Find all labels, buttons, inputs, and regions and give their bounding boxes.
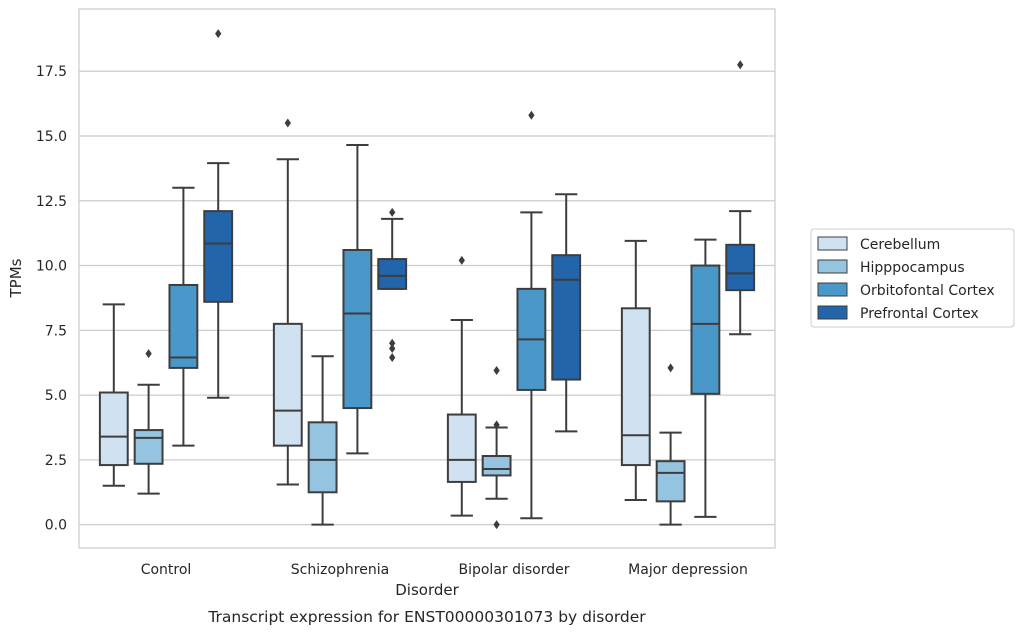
y-tick-label: 12.5 bbox=[36, 194, 67, 210]
outlier-point bbox=[493, 365, 500, 375]
chart-caption: Transcript expression for ENST0000030107… bbox=[207, 608, 646, 626]
outlier-point bbox=[284, 118, 291, 128]
plot-frame bbox=[78, 8, 776, 549]
box-prefrontal-cortex bbox=[203, 29, 234, 399]
iqr-box bbox=[551, 254, 582, 381]
box-hipppocampus bbox=[307, 355, 338, 526]
y-tick-label: 7.5 bbox=[45, 323, 67, 339]
legend: Cerebellum Hipppocampus Orbitofontal Corte… bbox=[810, 228, 1015, 328]
iqr-box bbox=[307, 421, 338, 494]
legend-frame bbox=[810, 228, 1015, 328]
iqr-box bbox=[377, 258, 408, 290]
legend-swatch bbox=[817, 305, 848, 320]
iqr-box bbox=[446, 413, 477, 483]
legend-label: Prefrontal Cortex bbox=[860, 306, 979, 322]
legend-swatch bbox=[817, 259, 848, 274]
box-orbitofontal-cortex bbox=[516, 110, 547, 520]
y-tick-labels: 0.0 2.5 5.0 7.5 10.0 12.5 15.0 17.5 bbox=[36, 64, 67, 533]
iqr-box bbox=[725, 243, 756, 292]
box-orbitofontal-cortex bbox=[690, 238, 721, 518]
iqr-box bbox=[168, 283, 199, 369]
x-tick-label: Schizophrenia bbox=[291, 562, 389, 578]
box-cerebellum bbox=[98, 303, 129, 487]
box-prefrontal-cortex bbox=[725, 60, 756, 336]
iqr-box bbox=[133, 429, 164, 465]
outlier-point bbox=[389, 343, 396, 353]
iqr-box bbox=[203, 210, 234, 303]
x-tick-label: Control bbox=[141, 562, 192, 578]
iqr-box bbox=[655, 460, 686, 503]
legend-swatch bbox=[817, 282, 848, 297]
y-axis-label: TPMs bbox=[7, 258, 25, 298]
y-tick-label: 10.0 bbox=[36, 259, 67, 275]
outlier-point bbox=[528, 110, 535, 120]
outlier-point bbox=[493, 520, 500, 530]
box-prefrontal-cortex bbox=[551, 193, 582, 433]
y-tick-label: 5.0 bbox=[45, 388, 67, 404]
box-prefrontal-cortex bbox=[377, 207, 408, 363]
iqr-box bbox=[481, 455, 512, 477]
legend-label: Cerebellum bbox=[860, 237, 940, 253]
outlier-point bbox=[493, 420, 500, 430]
box-hipppocampus bbox=[655, 363, 686, 526]
outlier-point bbox=[389, 207, 396, 217]
outlier-point bbox=[389, 353, 396, 363]
outlier-point bbox=[215, 29, 222, 39]
x-tick-label: Major depression bbox=[628, 562, 748, 578]
box-orbitofontal-cortex bbox=[168, 186, 199, 447]
outlier-point bbox=[458, 255, 465, 265]
iqr-box bbox=[690, 264, 721, 395]
iqr-box bbox=[272, 322, 303, 447]
box-hipppocampus bbox=[133, 349, 164, 495]
boxes bbox=[98, 29, 756, 530]
y-tick-label: 2.5 bbox=[45, 453, 67, 469]
iqr-box bbox=[98, 391, 129, 467]
y-tick-label: 17.5 bbox=[36, 64, 67, 80]
iqr-box bbox=[342, 248, 373, 410]
y-tick-label: 15.0 bbox=[36, 129, 67, 145]
x-axis-label: Disorder bbox=[395, 581, 459, 599]
outlier-point bbox=[667, 363, 674, 373]
x-tick-labels: Control Schizophrenia Bipolar disorder Majo… bbox=[141, 562, 748, 578]
iqr-box bbox=[620, 307, 651, 467]
y-tick-label: 0.0 bbox=[45, 518, 67, 534]
box-cerebellum bbox=[446, 255, 477, 517]
legend-swatch bbox=[817, 236, 848, 251]
x-tick-label: Bipolar disorder bbox=[458, 562, 569, 578]
box-orbitofontal-cortex bbox=[342, 144, 373, 455]
legend-label: Hipppocampus bbox=[860, 260, 965, 276]
legend-label: Orbitofontal Cortex bbox=[860, 283, 995, 299]
outlier-point bbox=[737, 60, 744, 70]
box-cerebellum bbox=[272, 118, 303, 486]
outlier-point bbox=[145, 349, 152, 359]
plot-area bbox=[79, 9, 775, 548]
outlier-point bbox=[389, 338, 396, 348]
box-cerebellum bbox=[620, 239, 651, 502]
box-hipppocampus bbox=[481, 365, 512, 530]
